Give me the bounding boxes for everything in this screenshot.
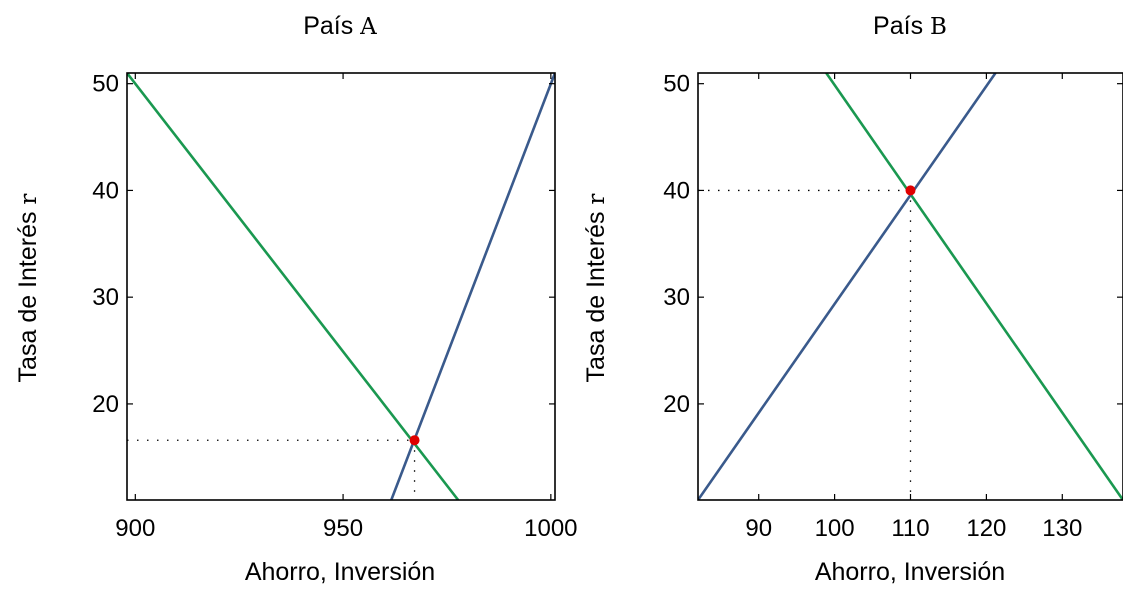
panel-a-x-tick-label: 900 (115, 515, 155, 542)
panel-a-series-group (127, 73, 555, 500)
panel-b-y-tick-label: 50 (663, 71, 690, 98)
panel-a-axes-frame (126, 72, 556, 501)
panel-b-x-tick-label: 90 (745, 515, 772, 542)
panel-b-y-axis-label: Tasa de Interés r (582, 194, 610, 383)
panel-b-x-tick-label: 110 (891, 515, 929, 542)
panel-b: País B 90 100 110 120 130 20 30 40 50 Ahorro, In… (582, 12, 1123, 586)
panel-b-x-tick-label: 130 (1042, 515, 1082, 542)
panel-a-y-axis-label: Tasa de Interés r (14, 194, 42, 383)
panel-a: País A 900 950 1000 20 30 40 50 Ahorro, Invers… (14, 12, 578, 586)
panel-b-series-group (698, 73, 1123, 500)
panel-a-line-downward (127, 73, 460, 500)
panel-b-equilibrium-point (905, 185, 916, 196)
panel-a-line-upward (390, 73, 555, 500)
panel-b-axes-frame (697, 72, 1123, 501)
panel-b-line-downward (825, 73, 1123, 500)
panel-a-y-tick-label: 40 (92, 177, 119, 204)
panel-b-plot-area: 90 100 110 120 130 20 30 40 50 (663, 71, 1123, 542)
panel-b-line-upward (698, 73, 997, 500)
panel-b-y-tick-label: 40 (663, 177, 690, 204)
panel-a-y-tick-label: 50 (92, 71, 119, 98)
panel-a-y-tick-label: 30 (92, 284, 119, 311)
panel-a-x-axis-label: Ahorro, Inversión (245, 558, 435, 586)
panel-b-title: País B (873, 12, 947, 40)
panel-b-x-axis-label: Ahorro, Inversión (815, 558, 1005, 586)
panel-a-equilibrium-point (409, 435, 420, 446)
panel-b-y-tick-label: 20 (663, 391, 690, 418)
panel-b-y-tick-label: 30 (663, 284, 690, 311)
panel-a-x-tick-label: 1000 (524, 515, 577, 542)
panel-a-x-tick-label: 950 (323, 515, 363, 542)
panel-a-plot-area: 900 950 1000 20 30 40 50 (92, 71, 577, 542)
panel-b-x-tick-label: 120 (966, 515, 1006, 542)
panel-b-x-tick-label: 100 (815, 515, 855, 542)
panel-a-y-tick-label: 20 (92, 391, 119, 418)
panel-a-title: País A (303, 12, 377, 40)
